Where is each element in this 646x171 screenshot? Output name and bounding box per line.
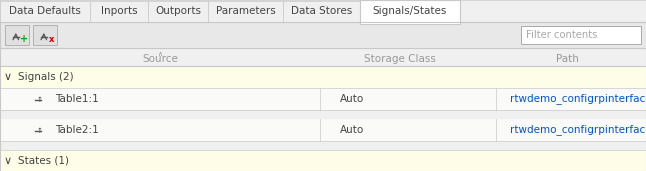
Text: Table2:1: Table2:1 [55,125,99,135]
Bar [0,22,646,171]
Text: Data Stores: Data Stores [291,6,352,16]
Text: Inports: Inports [101,6,138,16]
Text: Auto: Auto [340,125,364,135]
Text: +: + [20,34,28,44]
Bar [0,0,646,22]
Text: Source: Source [142,54,178,64]
Bar [360,0,460,24]
Text: Filter contents: Filter contents [526,30,598,40]
Bar [521,26,641,44]
Text: x: x [49,35,55,43]
Text: Data Defaults: Data Defaults [9,6,81,16]
Text: States (1): States (1) [18,155,69,166]
Text: Auto: Auto [340,94,364,104]
Bar [0,150,646,171]
Bar [0,1,90,22]
Bar [0,22,646,48]
Text: ↑: ↑ [37,125,43,135]
Text: ∨: ∨ [4,155,12,166]
Bar [283,1,360,22]
Text: Parameters: Parameters [216,6,275,16]
Text: Storage Class: Storage Class [364,54,436,64]
Text: rtwdemo_configrpinterface: rtwdemo_configrpinterface [510,94,646,104]
Text: ∧: ∧ [158,51,163,57]
Text: Signals (2): Signals (2) [18,72,74,82]
Text: ↑: ↑ [37,94,43,104]
Bar [90,1,148,22]
Text: Table1:1: Table1:1 [55,94,99,104]
Bar [0,66,646,88]
Bar [33,25,57,45]
Bar [148,1,208,22]
Text: Signals/States: Signals/States [373,6,447,16]
Bar [361,21,459,24]
Text: ∨: ∨ [4,72,12,82]
Text: rtwdemo_configrpinterface: rtwdemo_configrpinterface [510,124,646,135]
Bar [208,1,283,22]
Bar [0,48,646,66]
Bar [0,88,646,110]
Text: Path: Path [556,54,578,64]
Text: Outports: Outports [155,6,201,16]
Bar [0,119,646,141]
Bar [5,25,29,45]
